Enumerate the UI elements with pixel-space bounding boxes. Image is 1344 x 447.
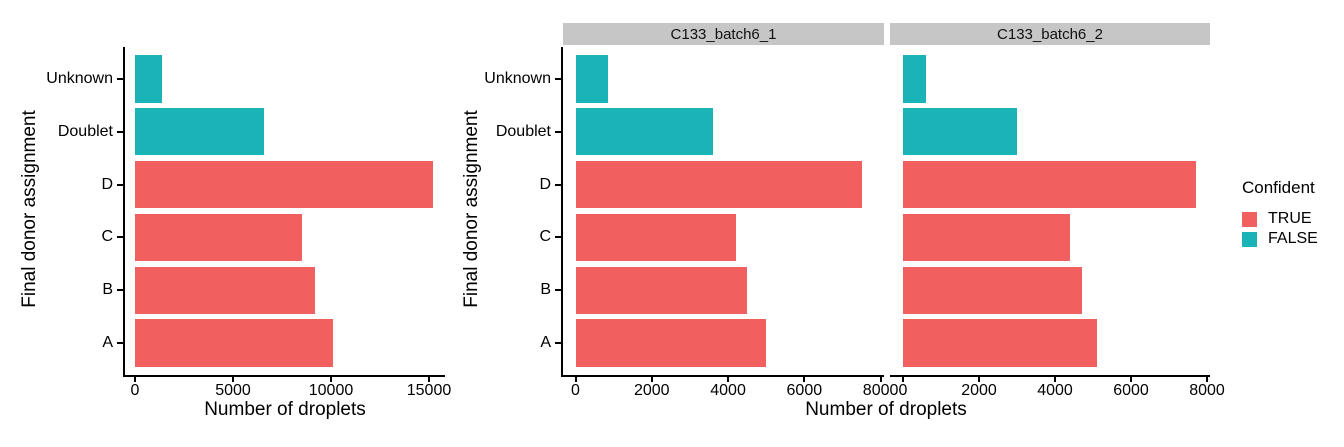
- x-tick-label: 15000: [406, 382, 452, 399]
- x-tick-mark: [650, 377, 653, 382]
- y-tick-mark: [117, 236, 123, 239]
- y-tick-mark: [555, 130, 561, 133]
- x-axis-line: [890, 375, 1210, 377]
- y-tick-label-Doublet: Doublet: [57, 122, 113, 140]
- bar-C133_batch6_2-D: [903, 160, 1196, 209]
- x-tick-label: 8000: [1189, 382, 1225, 399]
- bar-C133_batch6_2-A: [903, 319, 1097, 368]
- x-tick-label: 2000: [633, 382, 670, 399]
- x-tick-mark: [1206, 377, 1208, 382]
- bar-combined-D: [135, 160, 433, 209]
- x-tick-label: 0: [571, 382, 580, 399]
- y-tick-label-Unknown: Unknown: [484, 69, 551, 87]
- y-tick-label-D: D: [539, 175, 551, 193]
- x-tick-label: 4000: [710, 382, 746, 399]
- x-tick-mark: [232, 377, 234, 382]
- bar-C133_batch6_2-Doublet: [903, 107, 1017, 156]
- x-axis-line: [123, 375, 445, 377]
- y-tick-mark: [555, 236, 561, 239]
- y-tick-label-B: B: [102, 281, 113, 299]
- bar-C133_batch6_1-D: [575, 160, 862, 209]
- x-tick-label: 0: [130, 382, 140, 399]
- x-tick-mark: [574, 377, 577, 382]
- y-tick-label-Unknown: Unknown: [46, 69, 113, 87]
- x-tick-mark: [978, 377, 980, 382]
- y-tick-label-A: A: [540, 334, 551, 352]
- x-tick-label: 6000: [786, 382, 823, 399]
- x-tick-label: 5000: [215, 382, 251, 399]
- bar-combined-Doublet: [135, 107, 265, 156]
- facet-strip-C133_batch6_2: C133_batch6_2: [890, 23, 1210, 45]
- x-tick-label: 2000: [961, 382, 997, 399]
- bar-C133_batch6_1-Unknown: [575, 54, 608, 103]
- y-tick-label-B: B: [540, 281, 551, 299]
- bar-combined-A: [135, 319, 333, 368]
- x-tick-mark: [1130, 377, 1132, 382]
- bar-C133_batch6_1-A: [575, 319, 767, 368]
- x-tick-label: 0: [898, 382, 908, 399]
- legend-title: Confident: [1242, 178, 1315, 197]
- y-tick-label-D: D: [101, 175, 113, 193]
- x-tick-label: 4000: [1037, 382, 1073, 399]
- y-tick-mark: [117, 342, 123, 345]
- x-tick-mark: [1054, 377, 1056, 382]
- bar-combined-Unknown: [135, 54, 163, 103]
- y-tick-mark: [555, 289, 561, 292]
- bar-C133_batch6_1-B: [575, 266, 748, 315]
- legend: Confident TRUE FALSE: [1242, 178, 1318, 249]
- bar-combined-B: [135, 266, 316, 315]
- x-axis-title-left: Number of droplets: [204, 399, 366, 420]
- legend-item-true: TRUE: [1242, 209, 1318, 229]
- y-tick-mark: [555, 342, 561, 345]
- bar-C133_batch6_1-C: [575, 213, 736, 262]
- x-tick-mark: [134, 377, 136, 382]
- x-tick-label: 8000: [862, 382, 899, 399]
- x-tick-mark: [803, 377, 806, 382]
- legend-label-false: FALSE: [1268, 230, 1318, 247]
- legend-item-false: FALSE: [1242, 229, 1318, 249]
- y-tick-label-Doublet: Doublet: [495, 122, 551, 140]
- x-tick-mark: [879, 377, 882, 382]
- y-axis-line: [561, 47, 563, 377]
- bar-combined-C: [135, 213, 302, 262]
- y-tick-label-A: A: [102, 334, 113, 352]
- bar-C133_batch6_2-C: [903, 213, 1071, 262]
- x-tick-mark: [428, 377, 430, 382]
- bar-C133_batch6_2-Unknown: [903, 54, 926, 103]
- y-tick-label-C: C: [539, 228, 551, 246]
- y-tick-mark: [117, 130, 123, 133]
- bar-C133_batch6_2-B: [903, 266, 1082, 315]
- y-tick-mark: [117, 289, 123, 292]
- y-tick-mark: [555, 183, 561, 186]
- y-tick-mark: [117, 77, 123, 80]
- y-tick-mark: [117, 183, 123, 186]
- x-tick-label: 6000: [1113, 382, 1149, 399]
- x-tick-mark: [727, 377, 730, 382]
- legend-swatch-true-icon: [1242, 211, 1257, 227]
- y-axis-line: [123, 47, 125, 377]
- legend-swatch-false-icon: [1242, 231, 1257, 247]
- legend-label-true: TRUE: [1268, 210, 1312, 227]
- y-tick-mark: [555, 77, 561, 80]
- y-tick-label-C: C: [101, 228, 113, 246]
- x-axis-line: [561, 375, 884, 377]
- x-tick-label: 10000: [308, 382, 354, 399]
- bar-C133_batch6_1-Doublet: [575, 107, 713, 156]
- facet-strip-C133_batch6_1: C133_batch6_1: [563, 23, 884, 45]
- x-tick-mark: [330, 377, 332, 382]
- x-tick-mark: [902, 377, 904, 382]
- x-axis-title-right: Number of droplets: [805, 399, 967, 420]
